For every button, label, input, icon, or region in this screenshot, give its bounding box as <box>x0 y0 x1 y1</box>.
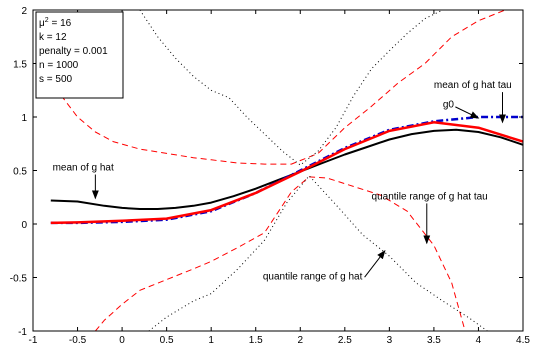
annotation-label: mean of g hat <box>53 163 114 174</box>
parameter-line: penalty = 0.001 <box>39 46 108 57</box>
y-tick-label: 0 <box>21 220 27 231</box>
parameter-line: μ2 = 16 <box>39 17 72 29</box>
y-tick-label: 1 <box>21 113 27 124</box>
series-line-mean-of-g-hat-tau <box>50 121 523 225</box>
parameter-box: μ2 = 16 k = 12 penalty = 0.001 n = 1000 s = … <box>35 11 124 99</box>
x-tick-label: 3 <box>387 335 393 346</box>
parameter-line: s = 500 <box>39 74 73 85</box>
series-line-mean-of-g-hat <box>50 128 523 210</box>
x-tick-label: -1 <box>29 335 38 346</box>
x-tick-label: 2 <box>297 335 303 346</box>
x-tick-label: 2.5 <box>338 335 352 346</box>
y-tick-label: 2 <box>21 6 27 17</box>
parameter-line: n = 1000 <box>39 60 79 71</box>
series-line-quantile-range-of-g-hat-tau-lower- <box>95 176 466 331</box>
annotations: mean of g hat tau g0 mean of g hat quantile… <box>53 80 512 283</box>
x-tick-label: 0 <box>119 335 125 346</box>
annotation-label: quantile range of g hat <box>263 272 363 283</box>
y-tick-label: 1.5 <box>13 60 27 71</box>
x-tick-label: 3.5 <box>427 335 441 346</box>
series-line-quantile-range-of-g-hat-upper- <box>139 10 444 166</box>
annotation-arrow <box>455 106 480 119</box>
annotation-label: mean of g hat tau <box>434 80 512 91</box>
x-tick-label: 1.5 <box>249 335 263 346</box>
series-layer <box>45 10 523 331</box>
axis-ticks: -1 -0.5 0 0.5 1 1.5 2 2.5 3 3.5 4 4.5 -1 -0.5 0 0.5 1 1.5… <box>10 6 531 346</box>
annotation-label: g0 <box>443 99 455 110</box>
x-tick-label: 4.5 <box>516 335 530 346</box>
x-tick-label: 4 <box>476 335 482 346</box>
series-line-quantile-range-of-g-hat-tau-upper- <box>45 10 507 165</box>
parameter-line: k = 12 <box>39 32 67 43</box>
annotation-label: quantile range of g hat tau <box>372 191 488 202</box>
x-tick-label: -0.5 <box>69 335 87 346</box>
y-tick-label: -1 <box>18 327 27 338</box>
y-tick-label: 0.5 <box>13 167 27 178</box>
parameter-box-frame <box>35 11 124 99</box>
y-tick-label: -0.5 <box>10 274 28 285</box>
x-tick-label: 0.5 <box>160 335 174 346</box>
x-tick-label: 1 <box>208 335 214 346</box>
series-line-quantile-range-of-g-hat-lower- <box>148 175 488 331</box>
annotation-arrow <box>364 249 386 278</box>
